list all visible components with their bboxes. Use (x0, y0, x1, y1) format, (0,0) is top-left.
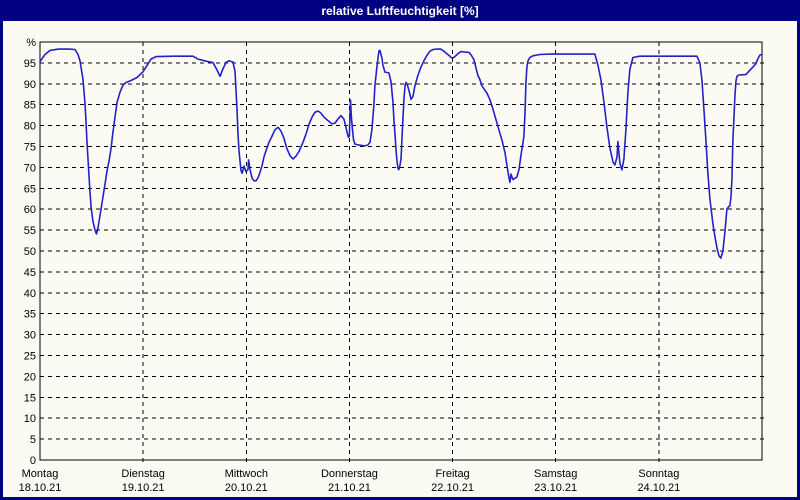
window-title: relative Luftfeuchtigkeit [%] (321, 3, 479, 18)
chart-canvas (3, 21, 797, 497)
window-titlebar: relative Luftfeuchtigkeit [%] (0, 0, 800, 21)
